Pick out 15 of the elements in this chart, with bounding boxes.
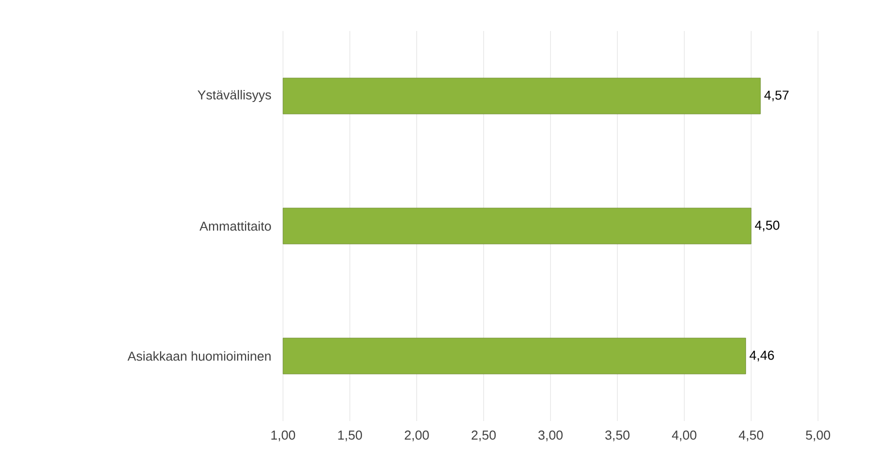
data-label: 4,46 [750, 350, 774, 362]
x-tick-label: 2,00 [404, 430, 429, 442]
y-tick-label: Asiakkaan huomioiminen [128, 351, 271, 361]
data-label: 4,50 [754, 220, 780, 232]
x-tick-label: 1,50 [338, 430, 362, 442]
x-tick-label: 4,00 [672, 430, 696, 442]
x-tick-label: 1,00 [271, 430, 296, 442]
x-tick-label: 3,50 [605, 430, 630, 442]
x-tick-label: 3,00 [538, 430, 563, 442]
x-tick-label: 4,50 [738, 430, 764, 442]
y-tick-label: Ystävällisyys [198, 90, 272, 102]
y-tick-label: Ammattitaito [200, 221, 271, 231]
x-tick-label: 5,00 [806, 430, 830, 442]
x-tick-label: 2,50 [472, 430, 496, 442]
data-label: 4,57 [764, 90, 789, 102]
